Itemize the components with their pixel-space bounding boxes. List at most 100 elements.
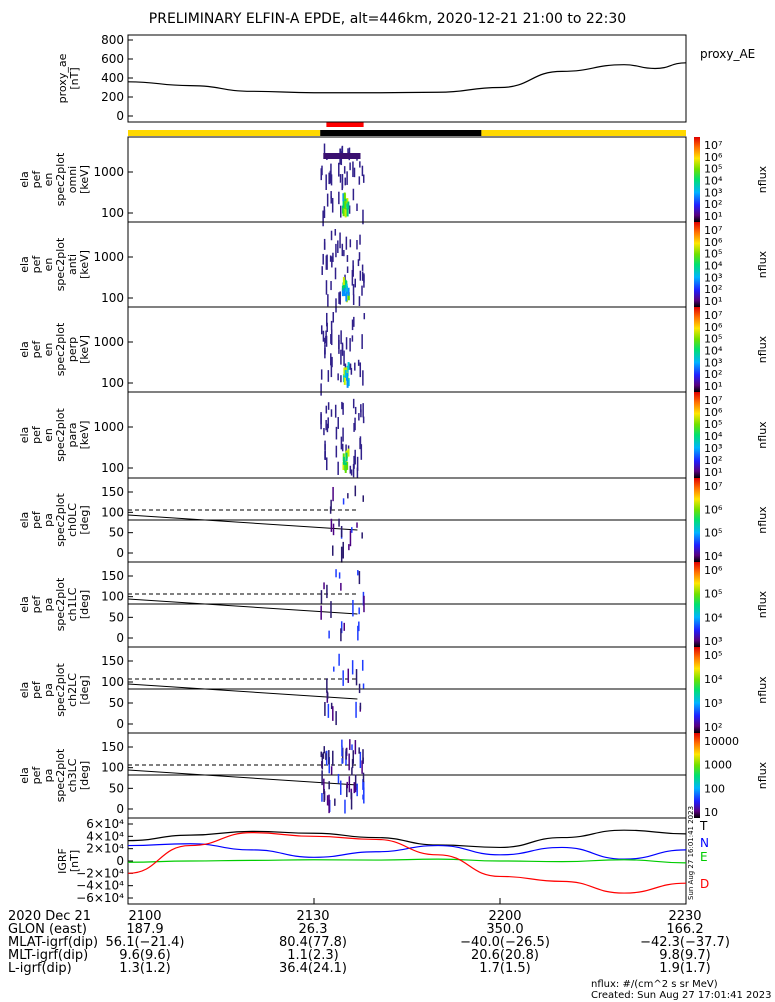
panel-spec-perp: elapefenspec2plotperp[keV] 100010010⁷10⁶1… bbox=[18, 306, 769, 396]
spectro-pixel bbox=[327, 402, 330, 410]
spectro-pixel bbox=[340, 205, 342, 218]
spectro-pixel bbox=[350, 367, 353, 375]
spectro-pixel bbox=[322, 330, 325, 342]
spectro-pixel bbox=[346, 785, 348, 798]
spectro-pixel bbox=[346, 461, 349, 470]
spectro-pixel bbox=[325, 255, 328, 270]
ylabel-spec-perp: elapefenspec2plotperp[keV] bbox=[18, 322, 91, 376]
spectro-pixel bbox=[354, 774, 357, 791]
spectro-pixel bbox=[344, 177, 347, 186]
spectro-pixel bbox=[330, 174, 333, 186]
panel-spec-para: elapefenspec2plotpara[keV] 100010010⁷10⁶1… bbox=[18, 391, 769, 479]
footer-value: 80.4(77.8) bbox=[278, 935, 348, 950]
spectro-pixel bbox=[326, 692, 329, 699]
spectro-pixel bbox=[361, 532, 363, 539]
spectro-pixel bbox=[354, 362, 356, 371]
spectro-pixel bbox=[320, 751, 323, 758]
spectro-pixel bbox=[338, 292, 340, 304]
spectro-pixel bbox=[346, 208, 349, 217]
spectro-pixel bbox=[330, 364, 333, 378]
ytick-label: 100 bbox=[101, 590, 124, 604]
spectro-pixel bbox=[349, 239, 352, 248]
spectro-pixel bbox=[360, 404, 362, 413]
colorbar-tick: 10000 bbox=[704, 735, 739, 748]
ytick-label: 2×10⁴ bbox=[86, 842, 124, 856]
footer-value: 9.6(9.6) bbox=[119, 948, 171, 963]
spectro-pixel bbox=[347, 493, 349, 499]
colorbar-tick: 10² bbox=[704, 454, 722, 467]
ylabel-igrf: IGRF[nT] bbox=[56, 848, 81, 874]
spectro-pixel bbox=[320, 383, 322, 396]
spectro-pixel bbox=[354, 449, 356, 465]
spectro-pixel bbox=[322, 253, 324, 265]
footer-row-label: L-igrf(dip) bbox=[8, 961, 72, 976]
spectro-pixel bbox=[323, 209, 326, 219]
spectro-pixel bbox=[346, 379, 349, 388]
ytick-label: 0 bbox=[116, 546, 124, 560]
colorbar-tick: 10³ bbox=[704, 697, 722, 710]
spectro-pixel bbox=[320, 369, 323, 380]
spectro-pixel bbox=[351, 758, 354, 769]
spectro-pixel bbox=[342, 402, 344, 415]
spectro-pixel bbox=[335, 426, 338, 440]
footer-value: 1.3(1.2) bbox=[119, 961, 171, 976]
spectro-pixel bbox=[359, 702, 362, 710]
spectro-pixel bbox=[341, 344, 344, 356]
created-stamp: Created: Sun Aug 27 17:01:41 2023 bbox=[591, 990, 772, 1001]
footer-value: 2130 bbox=[296, 909, 330, 924]
spectro-pixel bbox=[363, 275, 365, 283]
spectro-pixel bbox=[357, 570, 359, 576]
spectro-pixel bbox=[360, 444, 363, 460]
spectro-pixel bbox=[341, 288, 344, 297]
ytick-label: 100 bbox=[101, 761, 124, 775]
colorbar-tick: 10⁶ bbox=[704, 151, 723, 164]
footer-value: 2100 bbox=[128, 909, 162, 924]
loss-cone-line bbox=[127, 514, 358, 531]
spectro-pixel bbox=[352, 284, 355, 296]
panel-frame bbox=[127, 391, 687, 479]
spectro-pixel bbox=[323, 778, 325, 795]
colorbar-tick: 10⁵ bbox=[704, 418, 722, 431]
colorbar-tick: 10⁵ bbox=[704, 527, 722, 540]
spectro-pixel bbox=[320, 605, 322, 620]
spectro-pixel bbox=[330, 230, 333, 241]
spectro-pixel bbox=[350, 792, 353, 810]
spectro-pixel bbox=[356, 203, 358, 212]
colorbar-tick: 10⁷ bbox=[704, 480, 722, 493]
spectro-pixel bbox=[341, 243, 344, 257]
spectro-pixel bbox=[345, 452, 348, 461]
spectro-pixel bbox=[324, 337, 326, 345]
panel-pa-ch3: elapefpaspec2plotch3LC[deg] 150 100 50 0 1000… bbox=[18, 732, 769, 819]
spectro-pixel bbox=[330, 518, 333, 532]
spectro-pixel bbox=[345, 444, 347, 455]
spectro-pixel bbox=[343, 622, 345, 631]
spectro-pixel bbox=[323, 143, 326, 155]
ytick-label: 50 bbox=[109, 526, 124, 540]
spectro-pixel bbox=[357, 259, 360, 267]
spectro-pixel bbox=[321, 793, 323, 802]
panel-frame bbox=[127, 221, 687, 308]
ytick-label: 0 bbox=[116, 717, 124, 731]
spectro-pixel bbox=[361, 264, 364, 271]
spectro-pixel bbox=[343, 350, 345, 366]
ylabel-pa-ch0: elapefpaspec2plotch0LC[deg] bbox=[18, 493, 91, 547]
spectro-pixel bbox=[348, 544, 350, 551]
spectro-pixel bbox=[326, 193, 329, 207]
spectro-pixel bbox=[356, 783, 358, 797]
spectro-pixel bbox=[358, 413, 360, 421]
spectro-pixel bbox=[346, 266, 349, 273]
spectro-pixel bbox=[344, 209, 347, 218]
spectro-pixel bbox=[362, 495, 364, 502]
spectro-pixel bbox=[328, 630, 330, 639]
spectro-pixel bbox=[347, 287, 350, 296]
spectro-pixel bbox=[358, 621, 360, 632]
spectro-pixel bbox=[348, 776, 351, 793]
spectro-pixel bbox=[330, 409, 333, 417]
spectro-pixel bbox=[328, 172, 330, 185]
spectro-pixel bbox=[362, 403, 364, 418]
ytick-label: 100 bbox=[101, 291, 124, 305]
colorbar-tick: 10¹ bbox=[704, 380, 722, 393]
panel-pa-ch0: elapefpaspec2plotch0LC[deg] 150 100 50 0 10⁷ 1… bbox=[18, 477, 769, 563]
colorbar-pa-ch2 bbox=[694, 647, 700, 733]
spectro-pixel bbox=[326, 584, 328, 599]
